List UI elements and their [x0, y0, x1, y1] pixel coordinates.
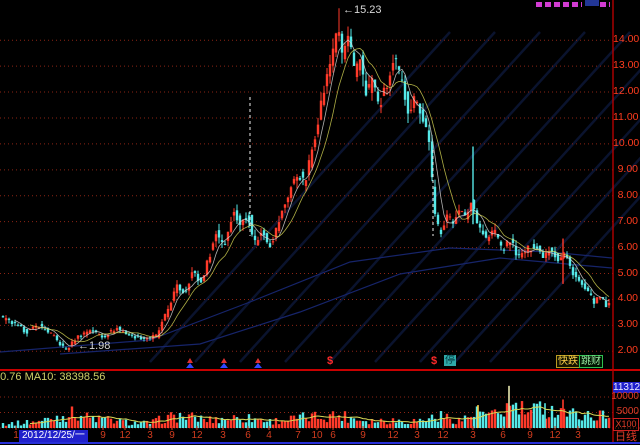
date-tick-label: 3	[220, 430, 226, 441]
selected-date-box[interactable]: 2012/12/25/一	[19, 430, 88, 442]
high-price-annotation: ←15.23	[343, 4, 382, 16]
date-tick-label: 9	[360, 430, 366, 441]
price-tick-label: 7.00	[617, 214, 638, 227]
info-tag-b[interactable]: 跳财	[579, 355, 603, 368]
indicator-legend-dashes	[536, 2, 582, 7]
low-price-annotation: ←1.98	[78, 340, 111, 352]
price-tick-label: 6.00	[617, 240, 638, 253]
date-tick-label: 9	[169, 430, 175, 441]
indicator-legend-dashes-2	[600, 2, 610, 7]
date-tick-label: 3	[414, 430, 420, 441]
date-tick-label: 12	[387, 430, 399, 441]
dividend-arrow-marker[interactable]	[220, 358, 228, 368]
volume-bars	[1, 385, 611, 428]
dividend-dollar-marker[interactable]: $	[327, 355, 334, 367]
price-ma5-line	[14, 39, 610, 347]
window-bottom-edge	[0, 442, 640, 444]
date-tick-label: 9	[100, 430, 106, 441]
volume-scale-5000: 5000	[616, 406, 639, 417]
price-tick-label: 14.00	[613, 33, 640, 46]
date-tick-label: 10	[311, 430, 323, 441]
arrow-top-icon	[255, 358, 261, 363]
price-tick-label: 4.00	[617, 292, 638, 305]
price-tick-label: 2.00	[617, 344, 638, 357]
arrow-base-icon	[220, 363, 228, 368]
dividend-dollar-marker[interactable]: $	[431, 355, 438, 367]
date-tick-label: 7	[295, 430, 301, 441]
volume-current-value: 11312	[613, 382, 640, 393]
diagonal-streaks	[149, 31, 640, 363]
arrow-base-icon	[254, 363, 262, 368]
arrow-top-icon	[221, 358, 227, 363]
date-tick-label: 12	[437, 430, 449, 441]
date-tick-label: 3	[147, 430, 153, 441]
date-tick-label: 6	[245, 430, 251, 441]
arrow-top-icon	[187, 358, 193, 363]
price-ma10-line	[29, 48, 610, 343]
halt-tag[interactable]: 停	[444, 355, 456, 366]
dividend-arrow-marker[interactable]	[254, 358, 262, 368]
period-tab-daily[interactable]: 日线	[615, 431, 637, 443]
price-tick-label: 8.00	[617, 188, 638, 201]
dividend-arrow-marker[interactable]	[186, 358, 194, 368]
date-tick-label: 4	[266, 430, 272, 441]
price-tick-label: 11.00	[613, 110, 639, 123]
date-tick-label: 3	[470, 430, 476, 441]
arrow-base-icon	[186, 363, 194, 368]
date-tick-label: 12	[549, 430, 561, 441]
date-tick-label: 12	[191, 430, 203, 441]
volume-unit-label: X100	[613, 418, 639, 431]
volume-gridlines	[0, 396, 640, 429]
price-gridlines	[0, 39, 613, 352]
volume-scale-10000: 10000	[611, 391, 639, 402]
info-tag-a[interactable]: 快跌	[556, 355, 580, 368]
date-tick-label: 6	[330, 430, 336, 441]
date-tick-label: 6	[500, 430, 506, 441]
date-tick-label: 3	[575, 430, 581, 441]
volume-ma10-line	[29, 406, 610, 424]
volume-indicator-readout: 60.76 MA10: 38398.56	[0, 371, 106, 383]
date-tick-label: 9	[527, 430, 533, 441]
date-tick-label: 12	[119, 430, 131, 441]
date-tick-label: 1	[13, 430, 19, 441]
mini-toolbar-icon[interactable]	[585, 0, 599, 6]
candlesticks	[1, 8, 611, 352]
price-tick-label: 9.00	[617, 162, 638, 175]
price-tick-label: 12.00	[613, 85, 640, 98]
price-tick-label: 5.00	[617, 266, 638, 279]
price-tick-label: 10.00	[613, 136, 640, 149]
price-tick-label: 3.00	[617, 318, 638, 331]
price-tick-label: 13.00	[613, 59, 640, 72]
